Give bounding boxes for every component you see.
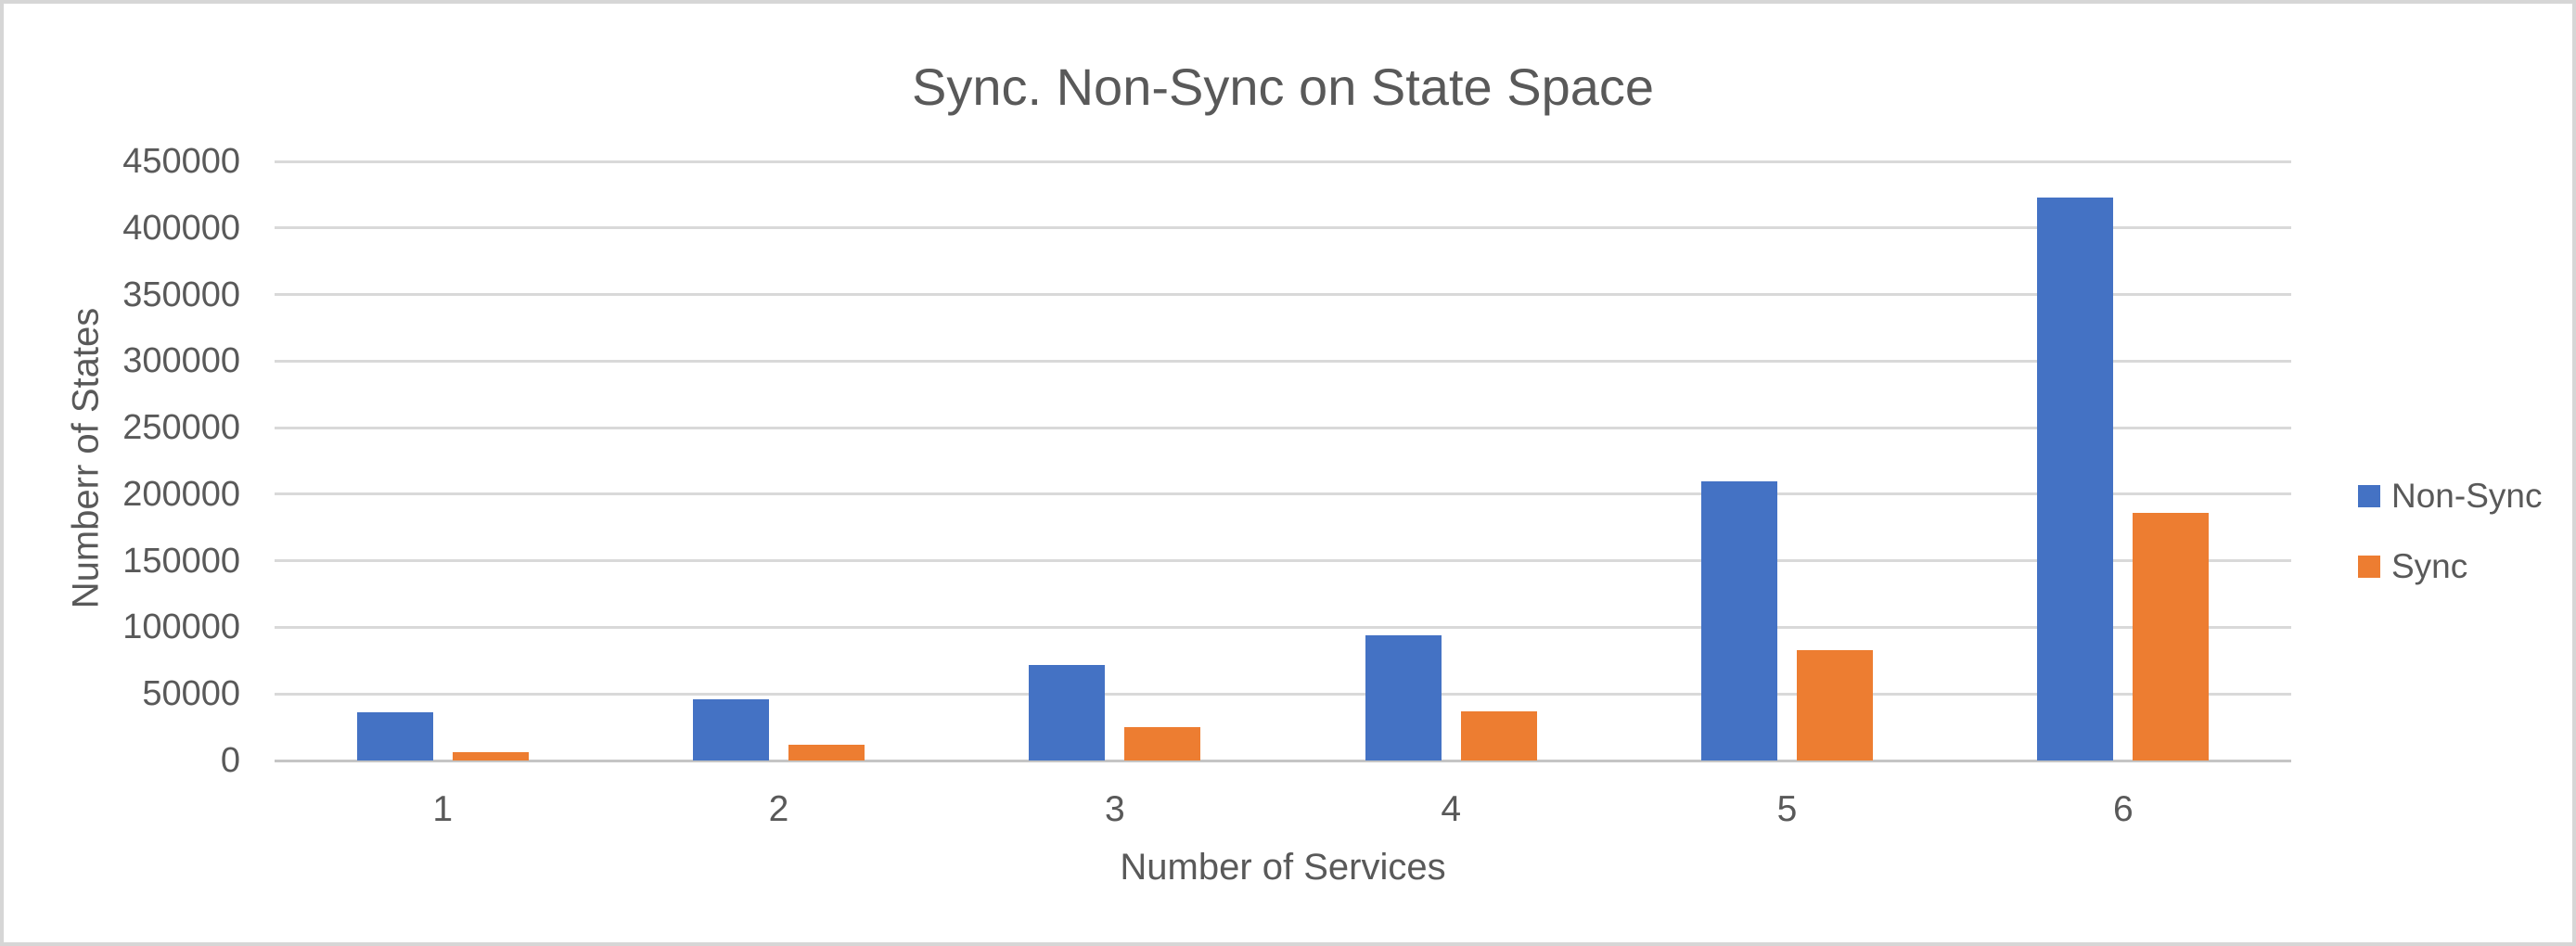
bar-non-sync-6[interactable]	[2037, 197, 2114, 761]
y-tick-label-400000: 400000	[122, 208, 240, 248]
bar-group-5	[1619, 161, 1954, 761]
gridline	[275, 692, 2291, 696]
x-tick-label-6: 6	[2112, 789, 2134, 829]
legend-label-sync: Sync	[2391, 547, 2468, 585]
bar-sync-3[interactable]	[1124, 727, 1201, 761]
bar-non-sync-1[interactable]	[356, 712, 433, 761]
y-tick-label-300000: 300000	[122, 341, 240, 381]
bar-non-sync-4[interactable]	[1365, 635, 1442, 761]
gridline	[275, 492, 2291, 496]
bar-sync-5[interactable]	[1796, 649, 1873, 761]
bar-group-4	[1283, 161, 1619, 761]
gridline	[275, 293, 2291, 297]
bar-sync-2[interactable]	[788, 744, 865, 761]
gridline	[275, 559, 2291, 563]
gridline	[275, 426, 2291, 429]
y-tick-label-350000: 350000	[122, 275, 240, 314]
gridline	[275, 226, 2291, 230]
bar-group-3	[947, 161, 1283, 761]
y-tick-label-250000: 250000	[122, 408, 240, 448]
legend-swatch-sync	[2358, 556, 2380, 578]
bar-group-6	[1955, 161, 2291, 761]
x-tick-label-2: 2	[768, 789, 789, 829]
x-axis-line	[275, 759, 2291, 762]
x-tick-label-3: 3	[1104, 789, 1125, 829]
bar-non-sync-3[interactable]	[1029, 664, 1106, 761]
y-tick-label-50000: 50000	[142, 674, 240, 714]
y-tick-label-0: 0	[220, 741, 240, 780]
y-tick-label-100000: 100000	[122, 607, 240, 647]
legend-swatch-non-sync	[2358, 485, 2380, 507]
gridline	[275, 625, 2291, 629]
chart-title: Sync. Non-Sync on State Space	[912, 58, 1654, 116]
bar-sync-4[interactable]	[1460, 710, 1537, 761]
legend-item-non-sync[interactable]: Non-Sync	[2358, 475, 2542, 518]
legend-label-non-sync: Non-Sync	[2391, 477, 2543, 515]
bar-sync-6[interactable]	[2133, 513, 2210, 761]
gridline	[275, 359, 2291, 363]
x-tick-label-4: 4	[1441, 789, 1462, 829]
x-axis-title: Number of Services	[1120, 847, 1446, 888]
bar-sync-1[interactable]	[452, 752, 529, 761]
y-tick-label-150000: 150000	[122, 541, 240, 581]
legend-item-sync[interactable]: Sync	[2358, 545, 2467, 588]
y-tick-label-200000: 200000	[122, 474, 240, 514]
bar-group-1	[275, 161, 610, 761]
y-tick-label-450000: 450000	[122, 142, 240, 181]
bar-non-sync-5[interactable]	[1700, 480, 1777, 761]
x-tick-label-1: 1	[432, 789, 454, 829]
x-tick-label-5: 5	[1776, 789, 1798, 829]
bar-group-2	[610, 161, 946, 761]
bar-non-sync-2[interactable]	[692, 698, 769, 761]
plot-area	[275, 160, 2291, 762]
gridline	[275, 160, 2291, 163]
